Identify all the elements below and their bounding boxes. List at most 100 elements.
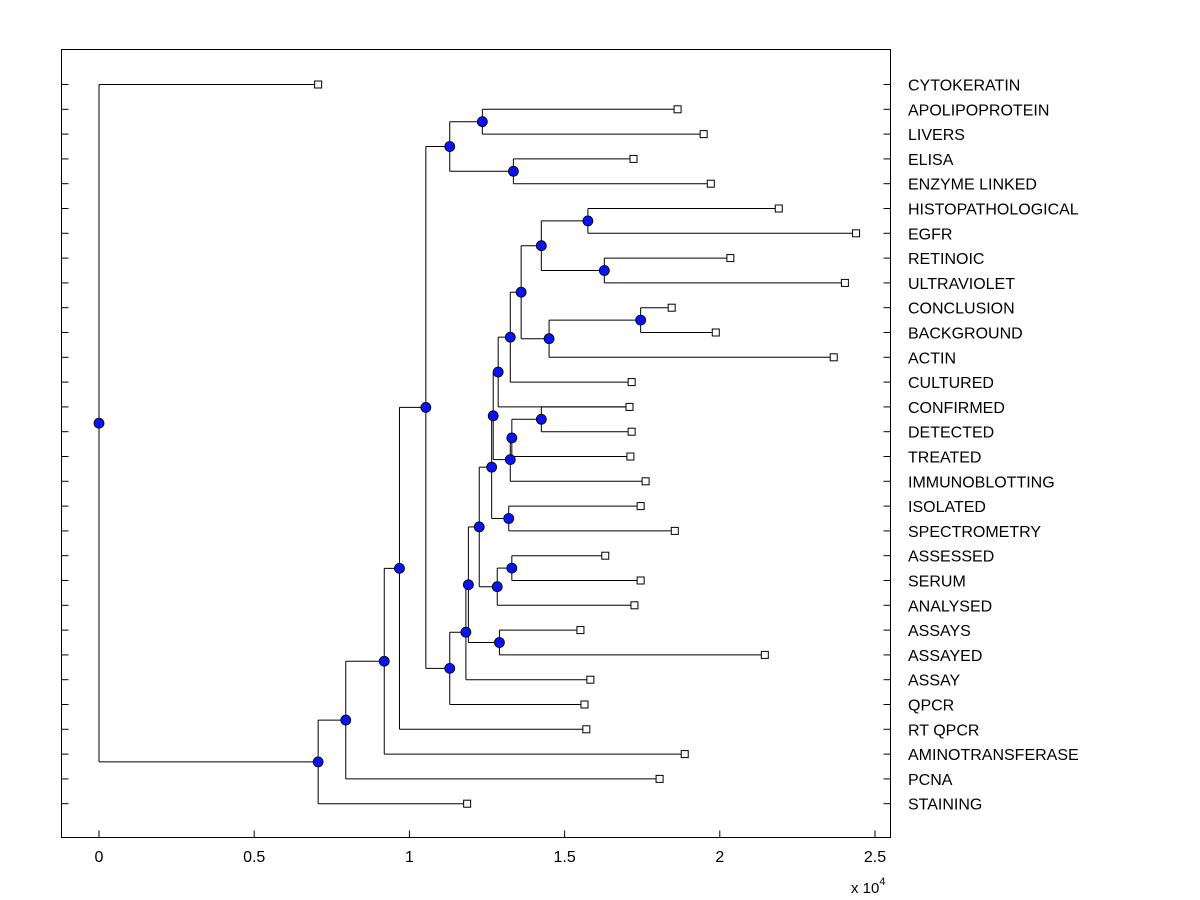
leaf-label: BACKGROUND [908, 326, 1023, 343]
leaf-marker [711, 328, 720, 337]
leaf-label: ASSESSED [908, 549, 994, 566]
leaf-marker [582, 725, 591, 734]
dendrogram-node-marker [394, 562, 405, 574]
dendrogram-node-marker [582, 215, 594, 227]
plot-area-frame [61, 49, 891, 838]
leaf-marker [641, 477, 650, 486]
leaf-marker [463, 799, 472, 808]
leaf-marker [706, 179, 715, 188]
leaf-label: ASSAY [908, 673, 961, 690]
leaf-label: ISOLATED [908, 499, 986, 516]
leaf-marker [680, 750, 689, 759]
leaf-marker [626, 452, 635, 461]
leaf-label: IMMUNOBLOTTING [908, 474, 1055, 491]
leaf-labels: CYTOKERATIN APOLIPOPROTEIN LIVERS ELISA ENZY… [908, 78, 1079, 814]
leaf-label: QPCR [908, 698, 954, 715]
dendrogram-node-marker [503, 513, 515, 524]
leaf-label: SERUM [908, 574, 966, 591]
leaf-label: DETECTED [908, 425, 994, 442]
dendrogram-node-marker [506, 432, 518, 444]
leaf-marker [576, 626, 585, 635]
leaf-marker [601, 551, 610, 560]
dendrogram-node-marker [491, 581, 503, 593]
dendrogram-node-marker [462, 579, 474, 591]
leaf-label: ACTIN [908, 350, 956, 367]
leaf-label: ASSAYED [908, 648, 982, 665]
leaf-label: CONFIRMED [908, 400, 1005, 417]
dendrogram-node-marker [444, 141, 456, 152]
leaf-markers [314, 80, 861, 808]
leaf-label: APOLIPOPROTEIN [908, 102, 1049, 119]
leaf-marker [726, 254, 735, 263]
leaf-label: TREATED [908, 450, 981, 467]
leaf-marker [760, 650, 769, 659]
leaf-marker [840, 278, 849, 287]
leaf-marker [586, 675, 595, 684]
leaf-marker [630, 601, 639, 610]
leaf-label: RT QPCR [908, 722, 979, 739]
leaf-label: CYTOKERATIN [908, 78, 1020, 95]
leaf-label: CONCLUSION [908, 301, 1015, 318]
leaf-marker [625, 402, 634, 411]
dendrogram-node-marker [504, 331, 516, 343]
leaf-tick-marks [61, 84, 891, 805]
dendrogram-node-marker [93, 417, 105, 429]
dendrogram-node-marker [444, 662, 456, 674]
leaf-label: EGFR [908, 226, 952, 243]
dendrogram-node-marker [494, 637, 505, 648]
leaf-label: ANALYSED [908, 598, 992, 615]
leaf-marker [774, 204, 783, 213]
leaf-label: AMINOTRANSFERASE [908, 747, 1079, 764]
leaf-label: PCNA [908, 772, 953, 789]
x-tick-label: 2.5 [864, 849, 886, 866]
x-axis-exponent-power: 4 [879, 876, 885, 888]
dendrogram-node-marker [515, 286, 527, 298]
leaf-marker [314, 80, 323, 89]
dendrogram-node-marker [535, 413, 547, 425]
leaf-marker [627, 378, 636, 387]
leaf-marker [829, 353, 838, 362]
leaf-label: STAINING [908, 797, 982, 814]
leaf-marker [636, 576, 645, 585]
x-tick-label: 1 [405, 849, 414, 866]
dendrogram-node-marker [473, 521, 485, 533]
dendrogram-node-marker [340, 714, 352, 726]
leaf-marker [629, 154, 638, 163]
leaf-marker [627, 427, 636, 436]
dendrogram-node-marker [487, 410, 499, 422]
dendrogram-node-marker [486, 461, 498, 473]
leaf-label: RETINOIC [908, 251, 984, 268]
dendrogram-node-marker [535, 240, 547, 252]
leaf-label: SPECTROMETRY [908, 524, 1041, 541]
dendrogram-node-marker [507, 165, 519, 177]
dendrogram-node-marker [476, 116, 488, 128]
leaf-marker [673, 105, 682, 114]
leaf-label: ULTRAVIOLET [908, 276, 1015, 293]
leaf-marker [636, 502, 645, 511]
leaf-marker [655, 774, 664, 783]
dendrogram-node-marker [635, 314, 647, 326]
x-axis-exponent: x 104 [851, 876, 885, 897]
dendrogram-node-marker [598, 265, 610, 276]
dendrogram-node-marker [506, 562, 518, 574]
leaf-marker [670, 526, 679, 535]
leaf-marker [699, 130, 708, 139]
dendrogram-node-marker [420, 402, 432, 413]
leaf-marker [580, 700, 589, 709]
x-tick-label: 2 [715, 849, 724, 866]
leaf-marker [852, 229, 861, 238]
dendrogram-node-marker [378, 655, 390, 667]
dendrogram-node-marker [492, 366, 504, 378]
dendrogram-node-marker [460, 626, 472, 638]
x-tick-label: 0.5 [243, 849, 265, 866]
x-tick-label: 1.5 [553, 849, 575, 866]
leaf-label: ASSAYS [908, 623, 971, 640]
dendrogram-node-marker [543, 333, 555, 345]
x-tick-label: 0 [95, 849, 104, 866]
leaf-marker [667, 303, 676, 312]
dendrogram-edges [98, 84, 857, 805]
dendrogram-node-marker [312, 756, 324, 768]
leaf-label: HISTOPATHOLOGICAL [908, 202, 1079, 219]
node-markers [93, 116, 647, 768]
